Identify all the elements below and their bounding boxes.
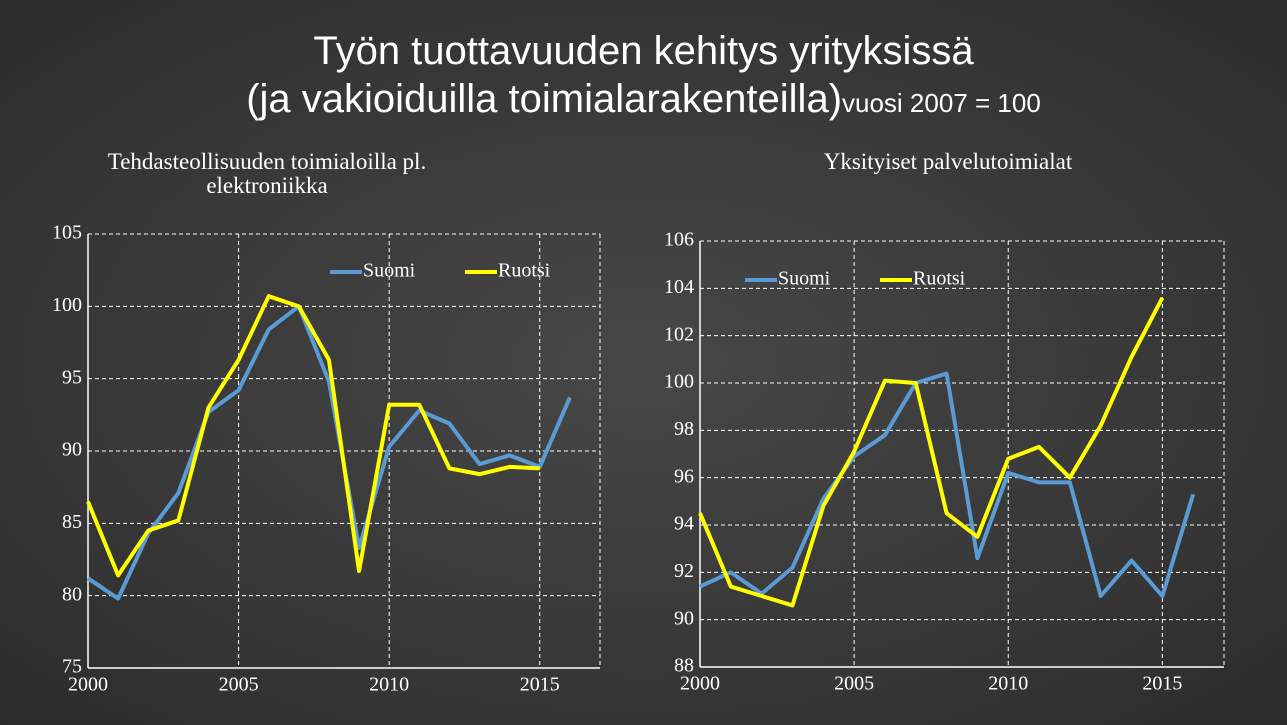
- x-tick-label: 2010: [369, 674, 409, 696]
- x-tick-label: 2000: [68, 674, 108, 696]
- y-tick-label: 80: [62, 583, 82, 605]
- x-tick-label: 2015: [1142, 673, 1182, 695]
- y-tick-label: 98: [674, 418, 694, 440]
- y-tick-label: 105: [52, 222, 82, 244]
- chart-title: Tehdasteollisuuden toimialoilla pl. elek…: [107, 149, 427, 198]
- legend-label: Suomi: [363, 260, 416, 282]
- x-tick-label: 2005: [834, 673, 874, 695]
- y-tick-label: 92: [674, 560, 694, 582]
- x-tick-label: 2000: [680, 673, 720, 695]
- y-tick-label: 100: [52, 294, 82, 316]
- chart-title: Yksityiset palvelutoimialat: [823, 149, 1073, 174]
- y-tick-label: 106: [664, 229, 694, 251]
- legend-label: Ruotsi: [913, 268, 966, 290]
- slide-subtitle: (ja vakioiduilla toimialarakenteilla): [246, 77, 843, 121]
- y-tick-label: 94: [674, 513, 694, 535]
- y-tick-label: 96: [674, 465, 694, 487]
- slide-subtitle-row: (ja vakioiduilla toimialarakenteilla)vuo…: [0, 76, 1287, 126]
- legend-label: Suomi: [778, 268, 831, 290]
- y-tick-label: 85: [62, 511, 82, 533]
- y-tick-label: 102: [664, 323, 694, 345]
- series-line: [698, 296, 1165, 608]
- y-tick-label: 104: [664, 276, 694, 298]
- x-tick-label: 2010: [988, 673, 1028, 695]
- series-line: [699, 371, 1196, 598]
- y-tick-label: 90: [62, 439, 82, 461]
- series-line: [86, 294, 540, 578]
- y-tick-label: 90: [674, 607, 694, 629]
- series-line: [86, 304, 572, 601]
- slide-title: Työn tuottavuuden kehitys yrityksissä: [313, 29, 974, 73]
- x-tick-label: 2005: [219, 674, 259, 696]
- legend-label: Ruotsi: [498, 260, 551, 282]
- y-tick-label: 100: [664, 371, 694, 393]
- y-tick-label: 75: [62, 656, 82, 678]
- x-tick-label: 2015: [520, 674, 560, 696]
- y-tick-label: 95: [62, 366, 82, 388]
- slide-note: vuosi 2007 = 100: [842, 88, 1041, 118]
- y-tick-label: 88: [674, 655, 694, 677]
